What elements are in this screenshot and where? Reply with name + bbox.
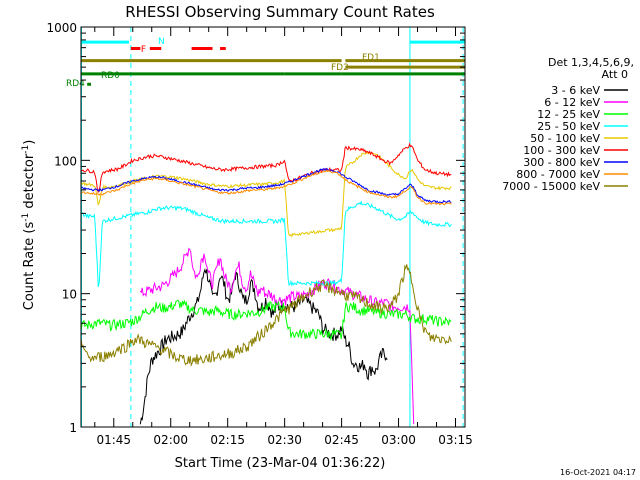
y-tick-label-2: 100 [54,154,77,168]
y-tick-label-0: 1 [69,421,77,435]
series-line-6 [81,168,452,204]
x-tick-label-0: 01:45 [96,433,131,447]
flag-label-rd0: RD0 [101,71,120,81]
legend-label-4: 50 - 100 keV [530,132,600,145]
y-axis-label-end: ) [22,140,37,145]
y-axis-label-sup2: -1 [21,145,31,154]
series-line-1 [139,247,415,425]
x-tick-label-3: 02:30 [267,433,302,447]
y-axis-label-mid: detector [22,153,37,213]
y-axis-label-sup1: -1 [21,213,31,222]
plot-area: N F FD1 FD2 RD0 RD4 [66,27,465,427]
y-tick-label-1: 10 [62,288,77,302]
legend-label-7: 800 - 7000 keV [516,168,600,181]
series-line-3 [80,200,452,288]
y-axis: 1 10 100 1000 [46,21,465,435]
x-tick-label-5: 03:00 [381,433,416,447]
plot-frame [80,26,466,428]
series-line-7 [81,169,452,206]
flag-label-fd2: FD2 [331,63,349,73]
legend-label-2: 12 - 25 keV [537,108,600,121]
legend-label-8: 7000 - 15000 keV [502,180,600,193]
series-line-8 [80,264,452,368]
y-tick-label-3: 1000 [46,21,77,35]
legend-header-1: Det 1,3,4,5,6,9, [548,56,634,69]
x-axis: 01:45 02:00 02:15 02:30 02:45 03:00 03:15 [94,27,473,447]
series-line-2 [80,299,452,341]
flag-label-rd4: RD4 [66,79,85,89]
legend-label-1: 6 - 12 keV [544,96,600,109]
flag-label-fd1: FD1 [362,53,380,63]
series-line-0 [139,268,388,425]
y-axis-label: Count Rate (s-1 detector-1) [21,140,37,311]
legend-label-3: 25 - 50 keV [537,120,600,133]
footer-date: 16-Oct-2021 04:17 [560,468,636,477]
x-axis-label: Start Time (23-Mar-04 01:36:22) [175,456,386,471]
legend-label-0: 3 - 6 keV [551,84,600,97]
x-tick-label-2: 02:15 [210,433,245,447]
x-tick-label-4: 02:45 [324,433,359,447]
x-tick-label-6: 03:15 [438,433,473,447]
legend-header-2: Att 0 [602,68,628,81]
series-line-5 [80,142,452,194]
chart-title: RHESSI Observing Summary Count Rates [125,3,435,21]
flag-label-n: N [158,37,165,47]
legend-label-6: 300 - 800 keV [523,156,600,169]
x-tick-label-1: 02:00 [153,433,188,447]
flag-label-f: F [141,45,146,55]
y-axis-label-main: Count Rate (s [22,222,37,311]
legend-label-5: 100 - 300 keV [523,144,600,157]
